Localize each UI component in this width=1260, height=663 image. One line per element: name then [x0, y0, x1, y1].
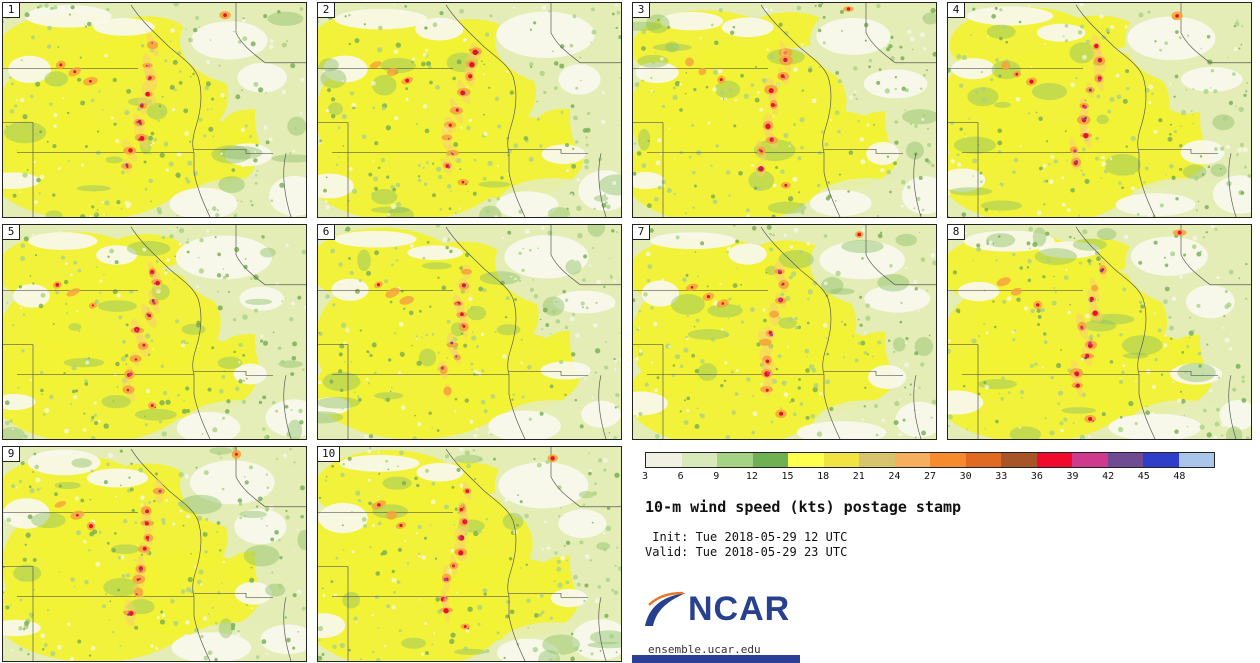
- panel-number-label: 2: [317, 2, 335, 18]
- legend-tick-label: 36: [1030, 471, 1043, 482]
- legend-tick-label: 33: [995, 471, 1008, 482]
- postage-stamp-panel: 7: [632, 224, 937, 440]
- panel-number-label: 1: [2, 2, 20, 18]
- legend-color-segment: [646, 453, 682, 467]
- legend-color-segment: [859, 453, 895, 467]
- postage-stamp-panel: 2: [317, 2, 622, 218]
- legend-tick-label: 27: [923, 471, 937, 482]
- legend-tick-label: 21: [852, 471, 865, 482]
- legend-color-segment: [894, 453, 930, 467]
- panel-number-label: 6: [317, 224, 335, 240]
- legend-color-segment: [752, 453, 788, 467]
- postage-stamp-panel: 4: [947, 2, 1252, 218]
- postage-stamp-panel: 9: [2, 446, 307, 662]
- legend-tick-label: 3: [641, 471, 649, 482]
- ncar-logo: NCAR: [642, 589, 790, 629]
- postage-stamp-panel: 10: [317, 446, 622, 662]
- panel-number-label: 5: [2, 224, 20, 240]
- wind-speed-map: [318, 3, 621, 217]
- legend-color-segment: [1143, 453, 1179, 467]
- postage-stamp-panel: 3: [632, 2, 937, 218]
- ncar-wordmark: NCAR: [688, 590, 791, 628]
- postage-stamp-panel: 8: [947, 224, 1252, 440]
- ncar-swoosh-icon: [645, 591, 686, 626]
- wind-speed-map: [318, 447, 621, 661]
- legend-tick-label: 15: [781, 471, 794, 482]
- wind-speed-map: [948, 225, 1251, 439]
- footer-bar: [632, 655, 800, 663]
- legend-tick-label: 18: [817, 471, 830, 482]
- wind-speed-map: [633, 225, 936, 439]
- init-time: Init: Tue 2018-05-29 12 UTC: [645, 530, 848, 544]
- wind-speed-map: [948, 3, 1251, 217]
- legend-color-segment: [823, 453, 859, 467]
- site-url: ensemble.ucar.edu: [648, 643, 761, 656]
- legend-tick-label: 45: [1137, 471, 1150, 482]
- legend-color-segment: [1072, 453, 1108, 467]
- panel-number-label: 10: [317, 446, 341, 462]
- wind-speed-map: [3, 3, 306, 217]
- legend-colorbar: [645, 452, 1215, 468]
- wind-speed-map: [633, 3, 936, 217]
- panel-number-label: 3: [632, 2, 650, 18]
- legend-tick-label: 12: [745, 471, 758, 482]
- legend-tick-label: 48: [1173, 471, 1186, 482]
- legend-tick-label: 6: [677, 471, 684, 482]
- legend-color-segment: [1001, 453, 1037, 467]
- postage-stamp-panel: 6: [317, 224, 622, 440]
- legend-color-segment: [717, 453, 753, 467]
- panel-number-label: 9: [2, 446, 20, 462]
- legend-color-segment: [1107, 453, 1143, 467]
- wind-speed-map: [3, 225, 306, 439]
- legend-tick-label: 24: [888, 471, 901, 482]
- postage-stamp-panel: 5: [2, 224, 307, 440]
- legend-ticks: 3 6 9 12 15 18 21 24 27 30 33 36 39 42 45 48: [641, 471, 1219, 483]
- wind-speed-map: [3, 447, 306, 661]
- plot-title: 10-m wind speed (kts) postage stamp: [645, 498, 962, 516]
- legend-tick-label: 42: [1102, 471, 1115, 482]
- legend-color-segment: [1178, 453, 1214, 467]
- legend-color-segment: [930, 453, 966, 467]
- panel-number-label: 8: [947, 224, 965, 240]
- legend-color-segment: [788, 453, 824, 467]
- panel-number-label: 7: [632, 224, 650, 240]
- legend-tick-label: 39: [1066, 471, 1079, 482]
- legend-color-segment: [681, 453, 717, 467]
- info-panel: 3 6 9 12 15 18 21 24 27 30 33 36 39 42 45 48 10-m wind …: [632, 446, 1254, 663]
- valid-time: Valid: Tue 2018-05-29 23 UTC: [645, 545, 848, 559]
- panel-number-label: 4: [947, 2, 965, 18]
- legend-color-segment: [1036, 453, 1072, 467]
- legend-color-segment: [965, 453, 1001, 467]
- legend-tick-label: 9: [713, 471, 720, 482]
- legend-tick-label: 30: [959, 471, 972, 482]
- wind-speed-map: [318, 225, 621, 439]
- postage-stamp-panel: 1: [2, 2, 307, 218]
